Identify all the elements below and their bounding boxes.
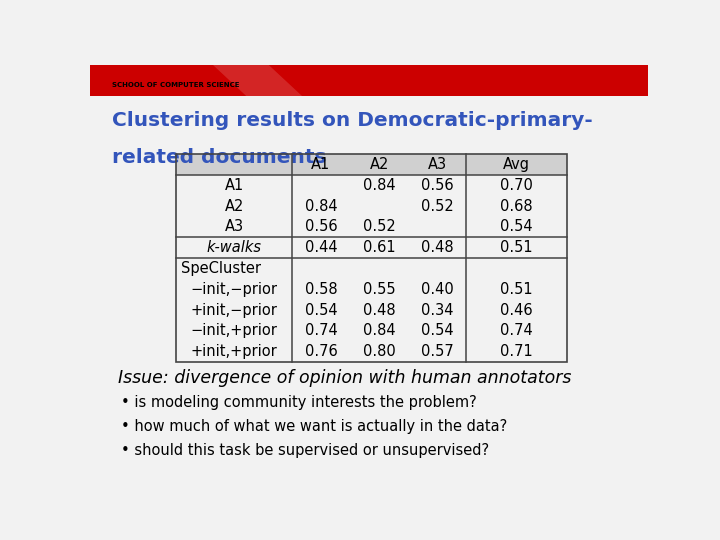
Text: 0.84: 0.84 (363, 178, 395, 193)
Text: 0.51: 0.51 (500, 240, 533, 255)
Text: 0.56: 0.56 (421, 178, 454, 193)
Text: 0.56: 0.56 (305, 219, 338, 234)
Text: 0.84: 0.84 (305, 199, 338, 214)
Text: 0.70: 0.70 (500, 178, 533, 193)
Text: SpeCluster: SpeCluster (181, 261, 261, 276)
Text: 0.74: 0.74 (500, 323, 533, 339)
Text: 0.58: 0.58 (305, 282, 338, 297)
Bar (90, 65, 648, 96)
Text: +init,+prior: +init,+prior (191, 344, 277, 359)
Text: 0.46: 0.46 (500, 302, 533, 318)
Text: Clustering results on Democratic-primary-: Clustering results on Democratic-primary… (112, 111, 593, 130)
Text: 0.48: 0.48 (421, 240, 454, 255)
Text: 0.55: 0.55 (363, 282, 395, 297)
Text: 0.76: 0.76 (305, 344, 338, 359)
Text: k-walks: k-walks (207, 240, 261, 255)
Text: 0.44: 0.44 (305, 240, 338, 255)
Text: 0.54: 0.54 (500, 219, 533, 234)
Text: 0.71: 0.71 (500, 344, 533, 359)
Text: −init,−prior: −init,−prior (191, 282, 278, 297)
Bar (176, 154, 567, 362)
Text: 0.52: 0.52 (363, 219, 395, 234)
Text: −init,+prior: −init,+prior (191, 323, 277, 339)
Text: 0.68: 0.68 (500, 199, 533, 214)
Text: 0.61: 0.61 (363, 240, 395, 255)
Text: • how much of what we want is actually in the data?: • how much of what we want is actually i… (121, 419, 507, 434)
Text: A2: A2 (225, 199, 244, 214)
Text: 0.52: 0.52 (421, 199, 454, 214)
Text: 0.54: 0.54 (305, 302, 338, 318)
Text: 0.57: 0.57 (421, 344, 454, 359)
Text: 0.34: 0.34 (421, 302, 454, 318)
Text: 0.80: 0.80 (363, 344, 395, 359)
Text: 0.40: 0.40 (421, 282, 454, 297)
Text: A3: A3 (225, 219, 243, 234)
Text: 0.84: 0.84 (363, 323, 395, 339)
Bar (176, 154, 567, 175)
Text: A3: A3 (428, 157, 447, 172)
Text: • should this task be supervised or unsupervised?: • should this task be supervised or unsu… (121, 443, 489, 458)
Polygon shape (213, 65, 302, 96)
Text: • is modeling community interests the problem?: • is modeling community interests the pr… (121, 395, 477, 410)
Text: related documents: related documents (112, 148, 327, 167)
Text: 0.54: 0.54 (421, 323, 454, 339)
Text: Issue: divergence of opinion with human annotators: Issue: divergence of opinion with human … (118, 369, 571, 387)
Text: Avg: Avg (503, 157, 530, 172)
Text: A1: A1 (311, 157, 330, 172)
Text: 0.48: 0.48 (363, 302, 395, 318)
Text: A1: A1 (225, 178, 244, 193)
Text: 0.51: 0.51 (500, 282, 533, 297)
Text: A2: A2 (369, 157, 389, 172)
Text: SCHOOL OF COMPUTER SCIENCE: SCHOOL OF COMPUTER SCIENCE (112, 82, 240, 88)
Text: 0.74: 0.74 (305, 323, 338, 339)
Text: CarnegieMellon: CarnegieMellon (112, 72, 174, 80)
Text: +init,−prior: +init,−prior (191, 302, 277, 318)
